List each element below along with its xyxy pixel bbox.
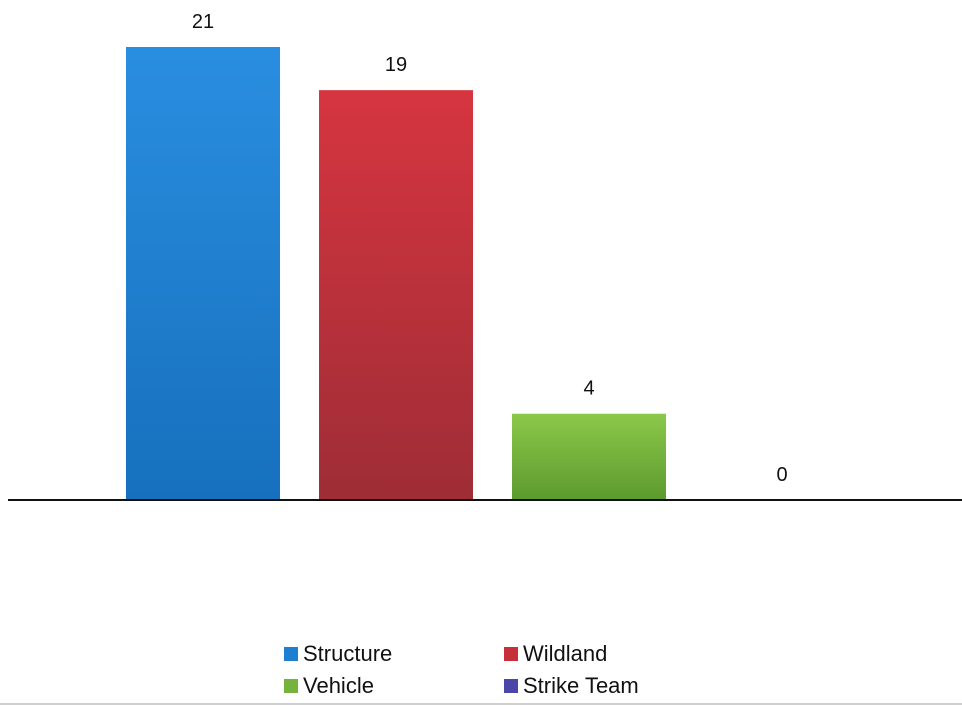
data-label-structure: 21: [192, 11, 214, 33]
data-label-wildland: 19: [385, 54, 407, 76]
bar-structure: [126, 47, 280, 500]
bottom-rule: [0, 703, 962, 705]
legend-swatch-strike-team: [504, 679, 518, 693]
legend-label-vehicle: Vehicle: [303, 673, 374, 698]
bar-vehicle: [512, 413, 666, 500]
bar-wildland: [319, 90, 473, 501]
legend-item-vehicle: Vehicle: [284, 672, 504, 700]
legend-label-structure: Structure: [303, 641, 393, 666]
data-label-vehicle: 4: [583, 378, 594, 400]
legend-swatch-structure: [284, 647, 298, 661]
legend-item-strike-team: Strike Team: [504, 672, 704, 700]
legend-swatch-vehicle: [284, 679, 298, 693]
legend-item-structure: Structure: [284, 640, 504, 668]
chart-legend: Structure Wildland Vehicle Strike Team: [284, 640, 704, 700]
legend-swatch-wildland: [504, 647, 518, 661]
legend-label-wildland: Wildland: [523, 641, 608, 666]
legend-label-strike-team: Strike Team: [523, 673, 639, 698]
legend-item-wildland: Wildland: [504, 640, 704, 668]
data-label-strike-team: 0: [776, 464, 787, 486]
